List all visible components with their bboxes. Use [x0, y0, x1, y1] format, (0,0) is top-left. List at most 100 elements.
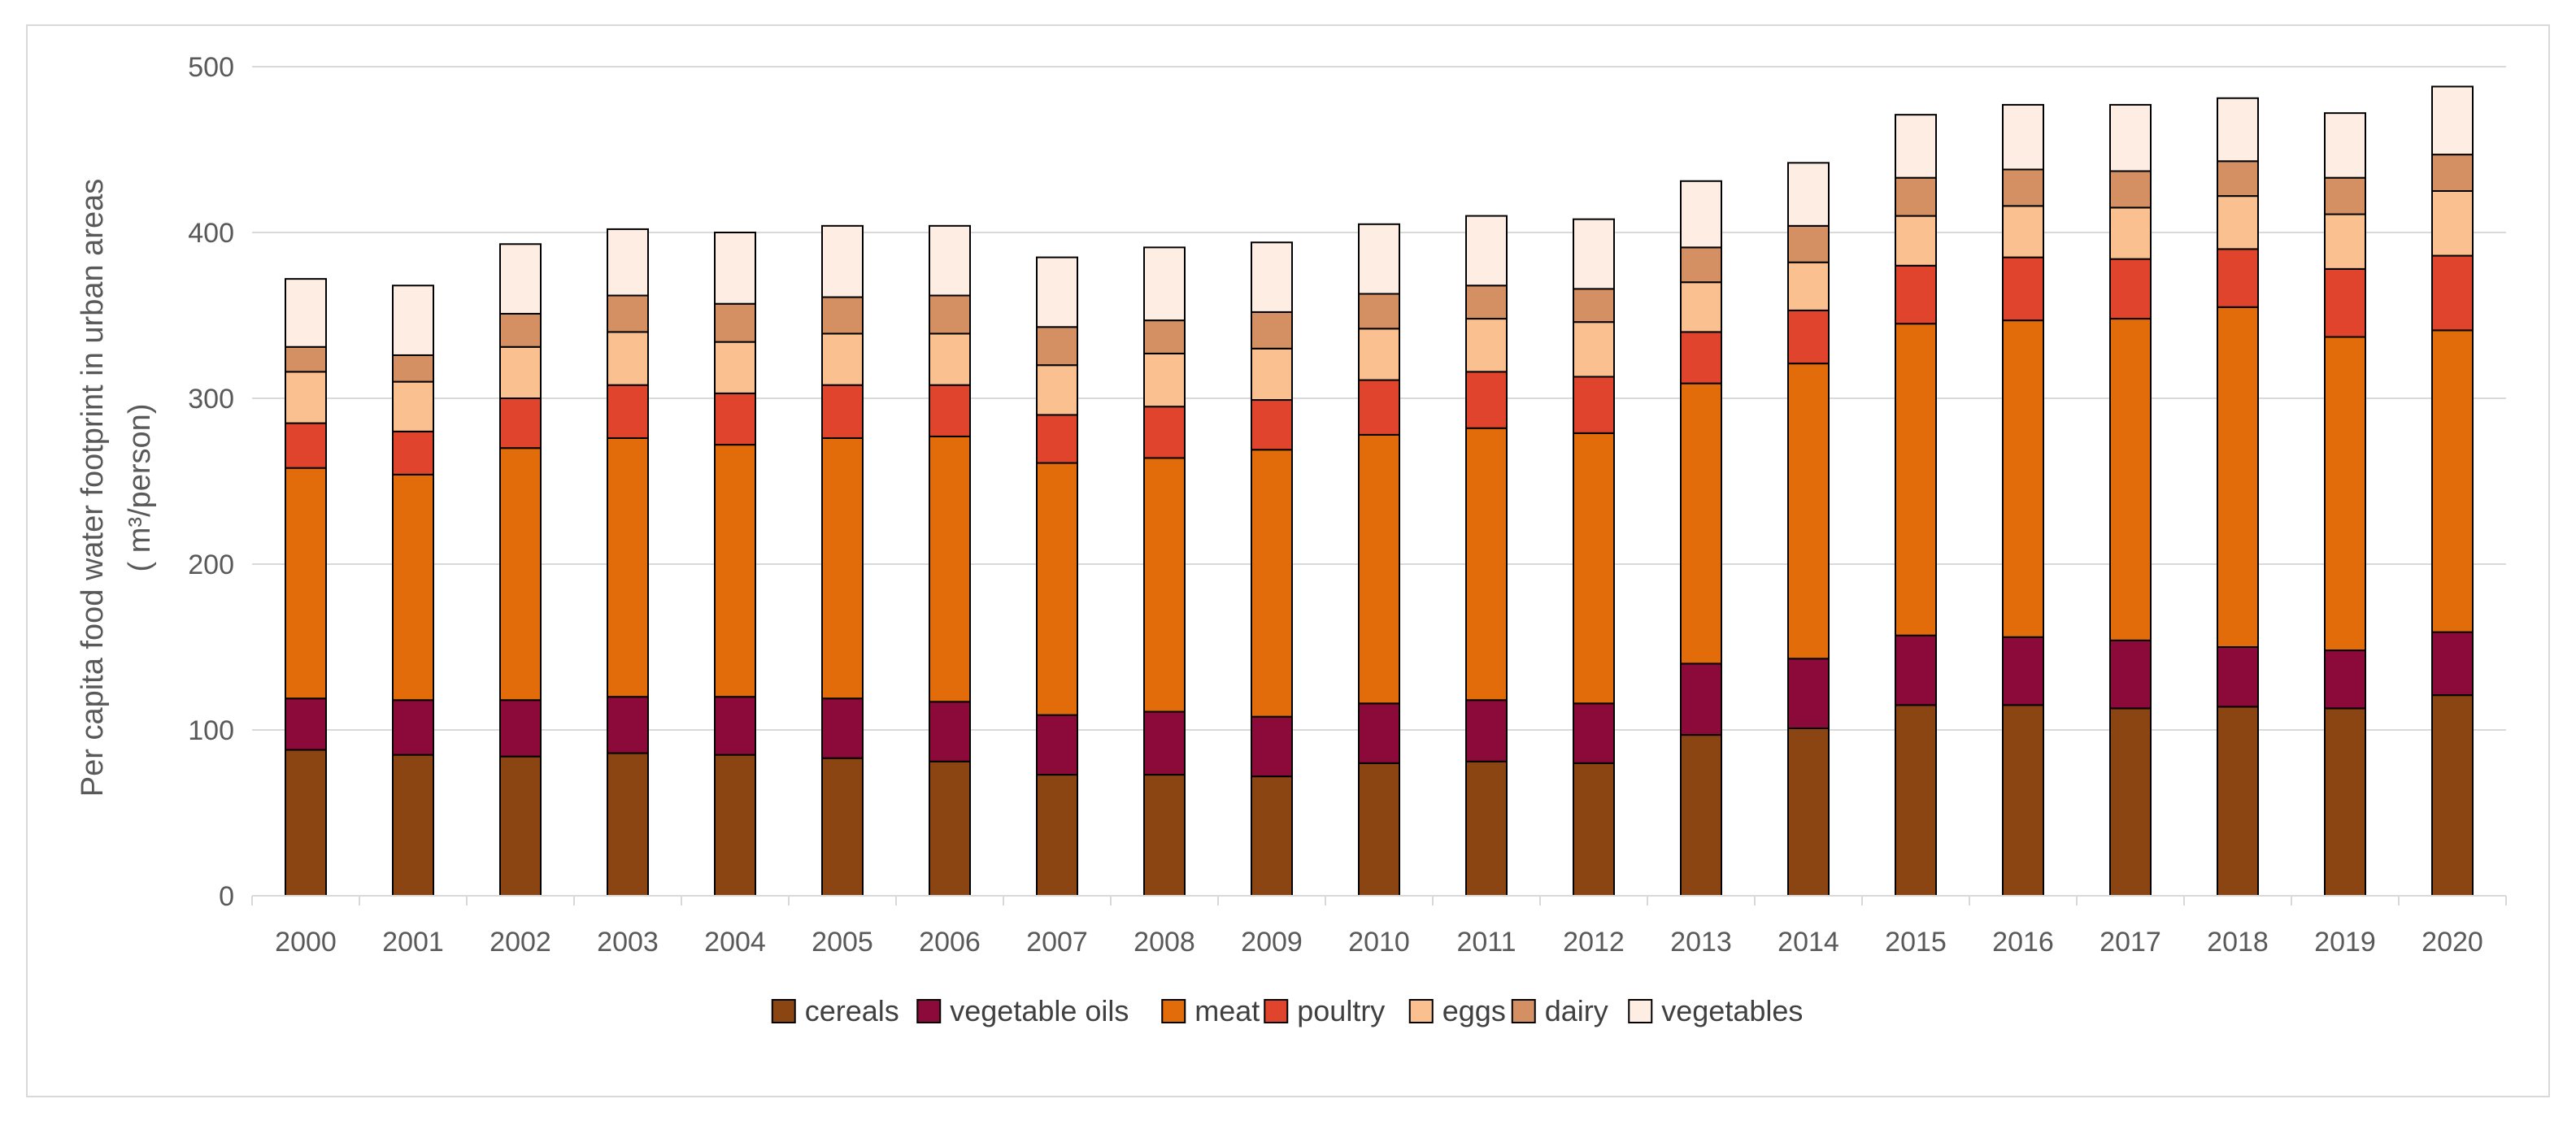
- legend-label: meat: [1194, 994, 1260, 1027]
- bar-segment-cereals: [714, 754, 756, 897]
- bar-segment-dairy: [2431, 154, 2474, 192]
- x-tick-label: 2001: [382, 927, 444, 958]
- bar-segment-cereals: [2324, 707, 2366, 897]
- bar-segment-dairy: [1251, 311, 1293, 350]
- y-tick-label: 200: [188, 549, 234, 580]
- bar-segment-eggs: [1680, 281, 1722, 333]
- bar-segment-poultry: [2217, 248, 2259, 308]
- bar-segment-poultry: [607, 384, 649, 439]
- legend-item: poultry: [1264, 994, 1385, 1027]
- bar-segment-eggs: [1143, 352, 1186, 408]
- bar-segment-meat: [1573, 432, 1615, 705]
- legend-label: dairy: [1545, 994, 1608, 1027]
- bar-segment-poultry: [2002, 256, 2044, 322]
- bar-segment-poultry: [2109, 258, 2152, 320]
- bar-segment-cereals: [607, 752, 649, 897]
- bar-segment-poultry: [392, 430, 434, 476]
- bar-segment-dairy: [1143, 319, 1186, 354]
- legend-label: eggs: [1442, 994, 1506, 1027]
- bar-segment-meat: [1787, 363, 1830, 660]
- bar-segment-meat: [821, 437, 864, 700]
- bar-segment-vegetables: [1036, 256, 1078, 328]
- bar-segment-dairy: [1895, 176, 1937, 217]
- bar-segment-vegetables: [1143, 246, 1186, 322]
- legend: cereals vegetable oils meat poultry eggs dair…: [771, 994, 1803, 1027]
- legend-item: vegetables: [1628, 994, 1803, 1027]
- bar-segment-dairy: [499, 312, 542, 348]
- bar-segment-eggs: [2324, 213, 2366, 270]
- bar-segment-poultry: [1787, 309, 1830, 365]
- bar-segment-vegetable-oils: [499, 699, 542, 758]
- legend-item: dairy: [1511, 994, 1608, 1027]
- x-tick-label: 2012: [1563, 927, 1625, 958]
- bar-segment-cereals: [1573, 762, 1615, 897]
- bar-segment-dairy: [2217, 160, 2259, 198]
- bar-segment-meat: [1895, 323, 1937, 636]
- y-tick-label: 100: [188, 715, 234, 746]
- bar-segment-vegetable-oils: [714, 696, 756, 756]
- x-tick-label: 2018: [2207, 927, 2269, 958]
- x-tick-label: 2019: [2314, 927, 2376, 958]
- legend-swatch: [1408, 999, 1434, 1023]
- x-tick-label: 2013: [1670, 927, 1732, 958]
- bar-segment-vegetable-oils: [2217, 646, 2259, 708]
- bar-segment-cereals: [1036, 774, 1078, 897]
- bar-segment-meat: [1036, 462, 1078, 716]
- legend-swatch: [1264, 999, 1289, 1023]
- bar-segment-poultry: [1573, 376, 1615, 434]
- bar-segment-dairy: [1573, 288, 1615, 324]
- x-tick-label: 2009: [1241, 927, 1303, 958]
- bar-segment-cereals: [1680, 734, 1722, 897]
- bar-segment-vegetables: [1465, 215, 1508, 287]
- bar-segment-vegetables: [607, 228, 649, 297]
- bar-segment-cereals: [392, 754, 434, 897]
- bar-segment-vegetable-oils: [607, 696, 649, 754]
- legend-swatch: [1511, 999, 1536, 1023]
- bar-segment-meat: [2217, 306, 2259, 648]
- bar-segment-dairy: [821, 296, 864, 335]
- bar-segment-poultry: [1895, 264, 1937, 325]
- bar-segment-dairy: [2109, 170, 2152, 209]
- legend-label: cereals: [805, 994, 899, 1027]
- bar-segment-dairy: [607, 294, 649, 333]
- bar-segment-meat: [285, 467, 327, 700]
- x-axis-ticks: [251, 896, 2507, 906]
- bar-segment-eggs: [607, 331, 649, 386]
- bar-segment-cereals: [1787, 727, 1830, 897]
- y-tick-label: 0: [219, 881, 234, 912]
- bar-segment-meat: [1143, 457, 1186, 713]
- bar-segment-vegetable-oils: [1895, 634, 1937, 706]
- bar-segment-eggs: [285, 371, 327, 424]
- x-tick-label: 2003: [597, 927, 659, 958]
- y-axis-title-line2: ( m³/person): [123, 404, 157, 572]
- legend-label: poultry: [1297, 994, 1385, 1027]
- bar-segment-vegetables: [392, 285, 434, 356]
- bar-segment-meat: [1680, 382, 1722, 665]
- bar-segment-vegetables: [1573, 218, 1615, 290]
- legend-item: meat: [1161, 994, 1260, 1027]
- bar-segment-vegetables: [499, 243, 542, 315]
- bar-segment-eggs: [929, 332, 971, 386]
- bar-segment-cereals: [285, 749, 327, 897]
- bar-segment-eggs: [499, 345, 542, 400]
- bar-segment-poultry: [1358, 379, 1400, 436]
- bar-segment-meat: [714, 444, 756, 698]
- bar-segment-eggs: [2002, 205, 2044, 258]
- bar-segment-dairy: [2002, 168, 2044, 207]
- bar-segment-meat: [392, 473, 434, 701]
- bar-segment-vegetables: [1680, 180, 1722, 249]
- bar-segment-vegetables: [1895, 114, 1937, 179]
- bar-segment-cereals: [1465, 760, 1508, 897]
- bar-segment-poultry: [1251, 399, 1293, 451]
- bars: [285, 85, 2474, 897]
- bar-segment-poultry: [714, 392, 756, 446]
- bar-segment-vegetable-oils: [2109, 639, 2152, 710]
- bar-segment-eggs: [1787, 261, 1830, 311]
- bar-segment-vegetable-oils: [285, 697, 327, 751]
- legend-label: vegetable oils: [950, 994, 1129, 1027]
- bar-segment-poultry: [929, 384, 971, 437]
- bar-segment-dairy: [392, 354, 434, 383]
- legend-item: vegetable oils: [916, 994, 1129, 1027]
- bar-segment-poultry: [2431, 254, 2474, 332]
- bar-segment-vegetable-oils: [392, 699, 434, 756]
